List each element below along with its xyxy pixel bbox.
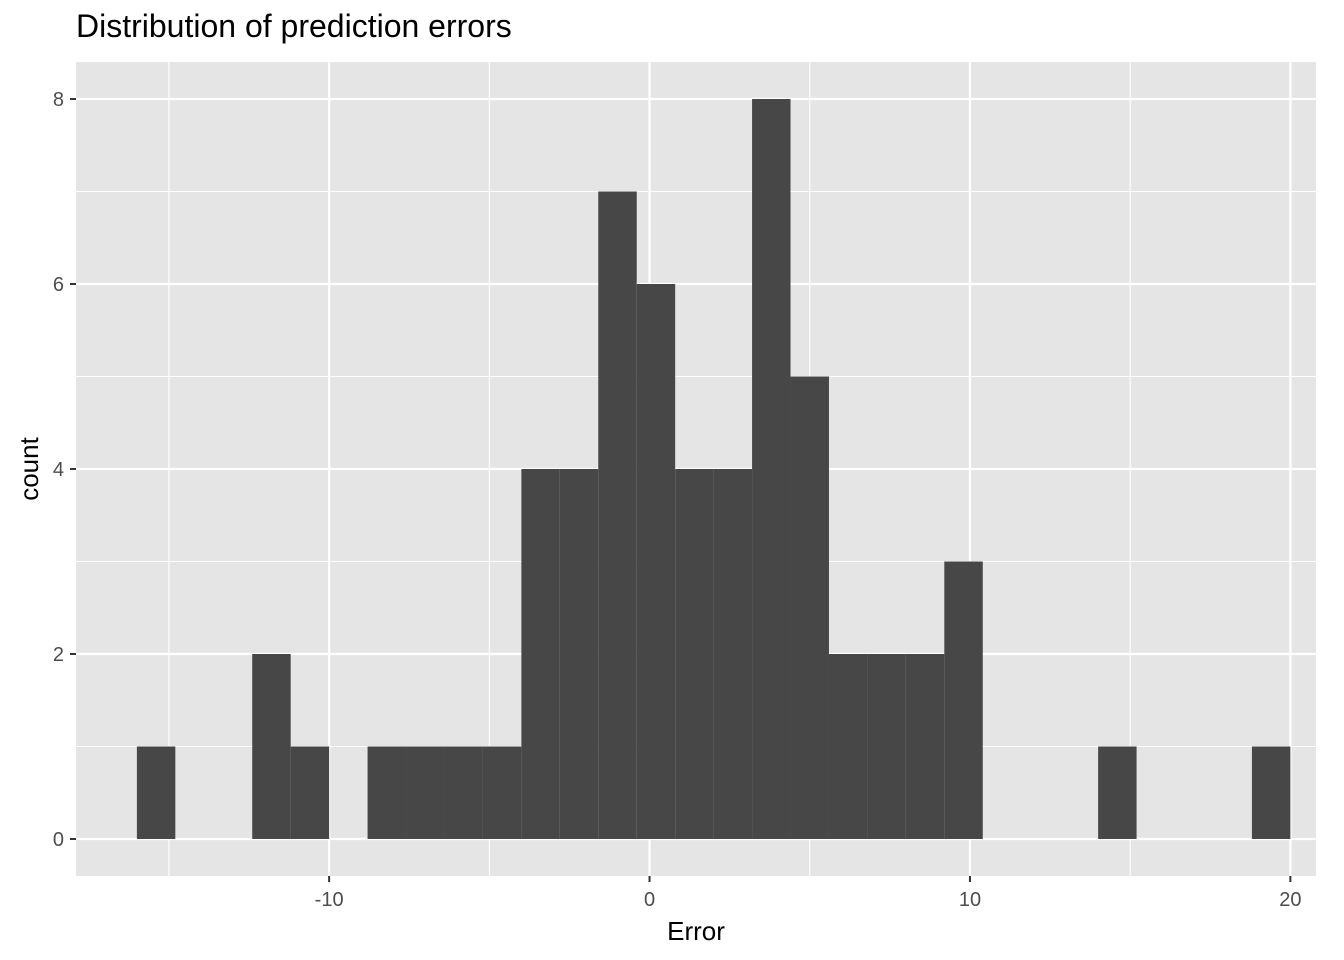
x-tick-label: 20 (1279, 889, 1301, 911)
histogram-bar (790, 376, 829, 839)
histogram-bar (828, 654, 868, 839)
histogram-bar (752, 99, 791, 839)
histogram-bar (367, 746, 407, 839)
histogram-bar (867, 654, 906, 839)
x-tick-label: -10 (315, 889, 344, 911)
histogram-bars (136, 99, 1291, 839)
histogram-bar (444, 746, 483, 839)
histogram-bar (1251, 746, 1291, 839)
histogram-bar (1098, 746, 1137, 839)
x-axis: -10 0 10 20 (315, 876, 1301, 911)
histogram-bar (559, 469, 599, 839)
x-axis-title: Error (667, 916, 725, 946)
histogram-bar (636, 284, 676, 839)
histogram-bar (482, 746, 522, 839)
chart-title: Distribution of prediction errors (76, 8, 512, 44)
y-tick-label: 2 (53, 644, 64, 666)
y-tick-label: 0 (53, 829, 64, 851)
histogram-bar (598, 191, 637, 839)
histogram-bar (905, 654, 945, 839)
y-tick-label: 6 (53, 274, 64, 296)
histogram-bar (136, 746, 176, 839)
histogram-bar (252, 654, 291, 839)
y-axis: 0 2 4 6 8 (53, 89, 76, 851)
histogram-bar (406, 746, 445, 839)
x-tick-label: 0 (644, 889, 655, 911)
histogram-bar (713, 469, 753, 839)
y-axis-title: count (14, 436, 44, 500)
histogram-bar (944, 561, 983, 839)
histogram-bar (521, 469, 560, 839)
histogram-bar (675, 469, 714, 839)
x-tick-label: 10 (959, 889, 981, 911)
y-tick-label: 8 (53, 89, 64, 111)
histogram-bar (290, 746, 330, 839)
y-tick-label: 4 (53, 459, 64, 481)
